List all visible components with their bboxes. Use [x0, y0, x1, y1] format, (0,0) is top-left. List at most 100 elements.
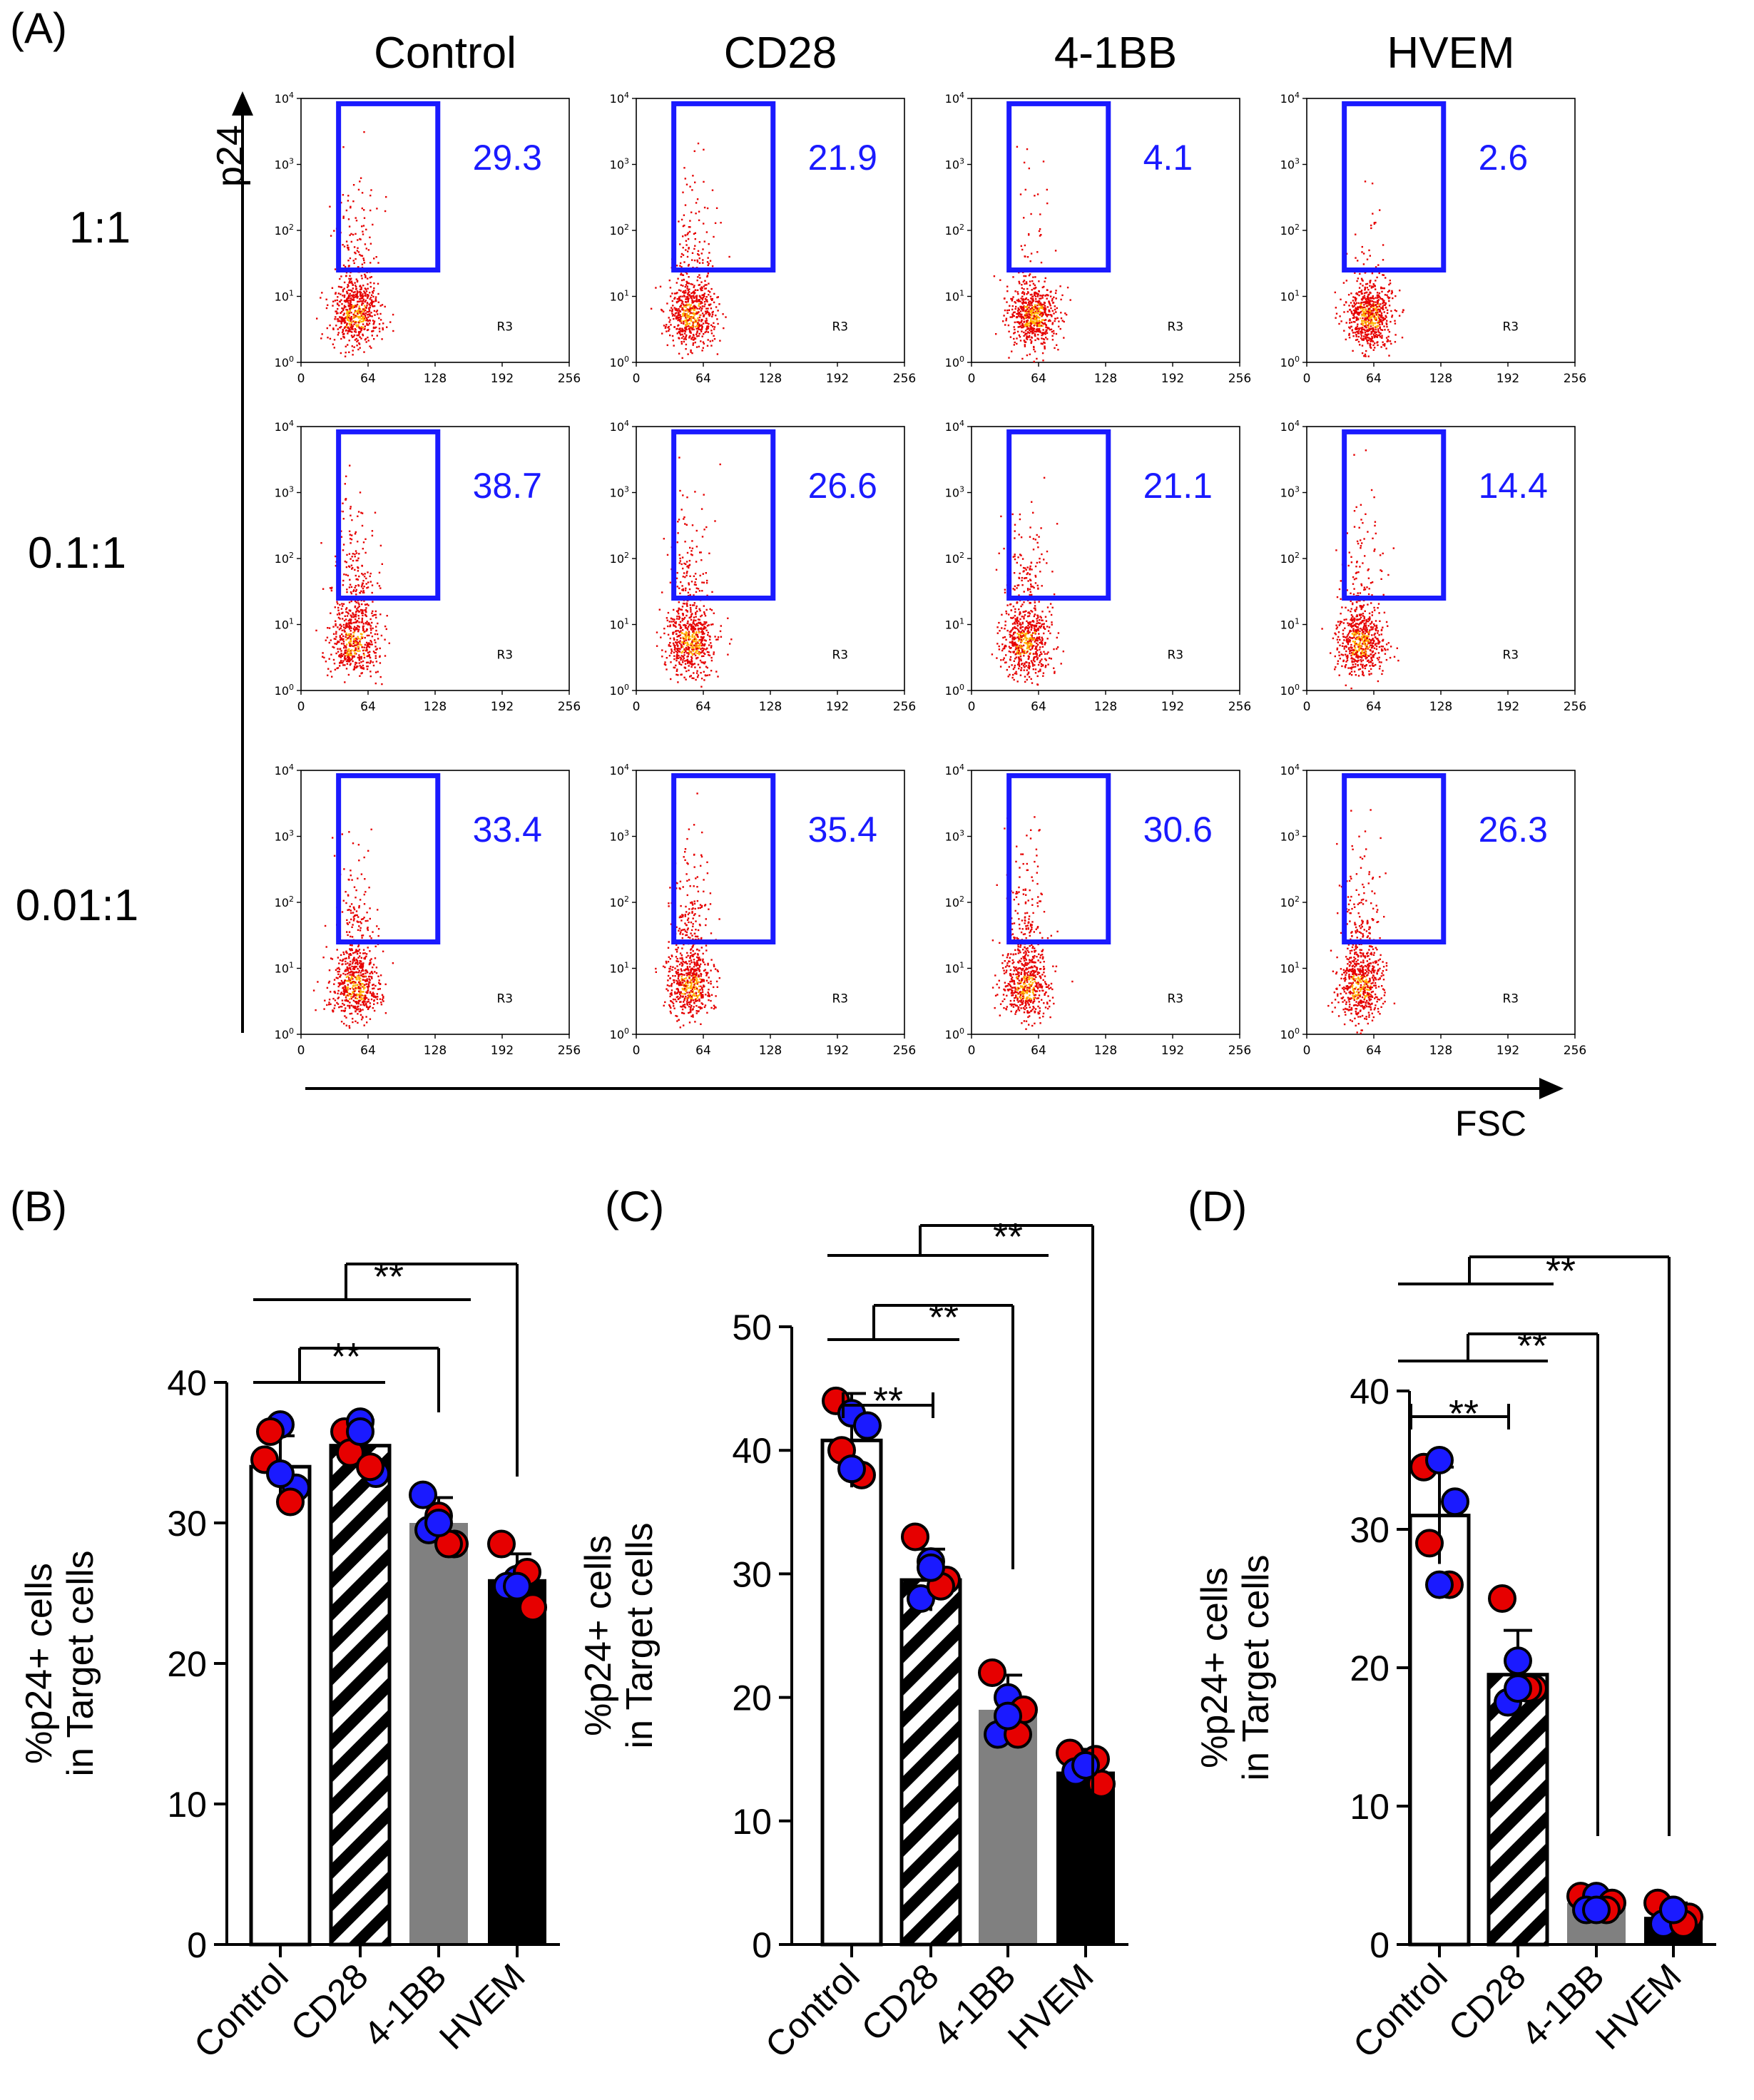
- event-dot: [1370, 292, 1372, 294]
- event-dot: [679, 656, 681, 659]
- event-dot: [1027, 666, 1029, 668]
- event-dot: [334, 318, 336, 320]
- event-dot: [1382, 307, 1384, 309]
- event-dot: [362, 315, 364, 317]
- event-dot: [1016, 146, 1019, 148]
- event-dot: [1017, 652, 1019, 654]
- event-dot: [347, 658, 350, 661]
- event-dot: [656, 645, 658, 647]
- event-dot: [690, 282, 692, 285]
- event-dot: [1013, 678, 1015, 681]
- event-dot: [693, 314, 695, 316]
- event-dot: [680, 255, 683, 258]
- event-dot: [697, 648, 699, 650]
- event-dot: [695, 298, 698, 301]
- event-dot: [358, 658, 361, 660]
- event-dot: [369, 276, 371, 279]
- event-dot: [680, 273, 682, 276]
- event-dot: [347, 317, 350, 319]
- event-dot: [1039, 325, 1041, 327]
- event-dot: [346, 309, 349, 311]
- event-dot: [703, 285, 705, 287]
- event-dot: [1376, 325, 1379, 327]
- event-dot: [678, 661, 680, 663]
- event-dot: [703, 645, 705, 647]
- event-dot: [1036, 657, 1039, 659]
- event-dot: [332, 633, 335, 635]
- event-dot: [340, 312, 342, 314]
- event-dot: [342, 641, 345, 643]
- event-dot: [706, 625, 709, 627]
- event-dot: [709, 260, 712, 262]
- event-dot: [327, 304, 329, 306]
- event-dot: [330, 589, 333, 592]
- event-dot: [710, 670, 713, 672]
- event-dot: [332, 343, 335, 345]
- event-dot: [349, 651, 352, 653]
- event-dot: [1368, 312, 1370, 314]
- event-dot: [361, 573, 363, 575]
- event-dot: [691, 654, 694, 656]
- event-dot: [346, 310, 348, 312]
- event-dot: [1386, 294, 1388, 296]
- event-dot: [696, 325, 698, 327]
- event-dot: [676, 586, 678, 588]
- event-dot: [1018, 326, 1021, 328]
- event-dot: [702, 341, 705, 343]
- event-dot: [1031, 633, 1033, 636]
- event-dot: [678, 650, 680, 653]
- event-dot: [711, 591, 713, 593]
- event-dot: [374, 651, 376, 654]
- event-dot: [377, 262, 379, 264]
- event-dot: [698, 311, 700, 313]
- event-dot: [347, 195, 350, 197]
- event-dot: [1035, 330, 1037, 333]
- event-dot: [684, 642, 687, 644]
- event-dot: [345, 325, 347, 327]
- event-dot: [370, 629, 372, 631]
- event-dot: [364, 243, 367, 245]
- event-dot: [1019, 282, 1021, 285]
- event-dot: [1370, 310, 1373, 312]
- event-dot: [1377, 299, 1380, 301]
- event-dot: [349, 257, 352, 260]
- event-dot: [1028, 306, 1030, 309]
- event-dot: [347, 302, 350, 304]
- event-dot: [668, 328, 671, 330]
- event-dot: [349, 464, 351, 467]
- event-dot: [1009, 336, 1012, 338]
- event-dot: [683, 314, 685, 316]
- event-dot: [341, 655, 344, 657]
- event-dot: [1356, 293, 1359, 295]
- event-dot: [364, 300, 366, 303]
- event-dot: [1026, 669, 1028, 671]
- event-dot: [350, 542, 352, 544]
- event-dot: [670, 678, 672, 681]
- event-dot: [683, 310, 685, 312]
- event-dot: [1034, 306, 1036, 308]
- x-tick-label: 128: [1429, 372, 1452, 386]
- event-dot: [998, 552, 1000, 554]
- event-dot: [702, 347, 704, 349]
- x-tick-label: 64: [695, 372, 711, 386]
- event-dot: [688, 632, 690, 634]
- event-dot: [363, 586, 365, 588]
- event-dot: [1362, 296, 1365, 298]
- event-dot: [692, 631, 694, 633]
- event-dot: [1014, 321, 1016, 324]
- event-dot: [369, 661, 372, 663]
- event-dot: [1349, 327, 1351, 330]
- event-dot: [353, 616, 356, 618]
- event-dot: [354, 644, 356, 646]
- event-dot: [1014, 311, 1016, 313]
- event-dot: [352, 335, 355, 338]
- event-dot: [698, 295, 701, 297]
- event-dot: [374, 613, 377, 616]
- event-dot: [1000, 515, 1002, 518]
- event-dot: [345, 301, 347, 303]
- event-dot: [687, 353, 689, 355]
- event-dot: [1362, 301, 1365, 303]
- event-dot: [357, 331, 360, 333]
- event-dot: [1031, 330, 1034, 332]
- event-dot: [1368, 293, 1370, 295]
